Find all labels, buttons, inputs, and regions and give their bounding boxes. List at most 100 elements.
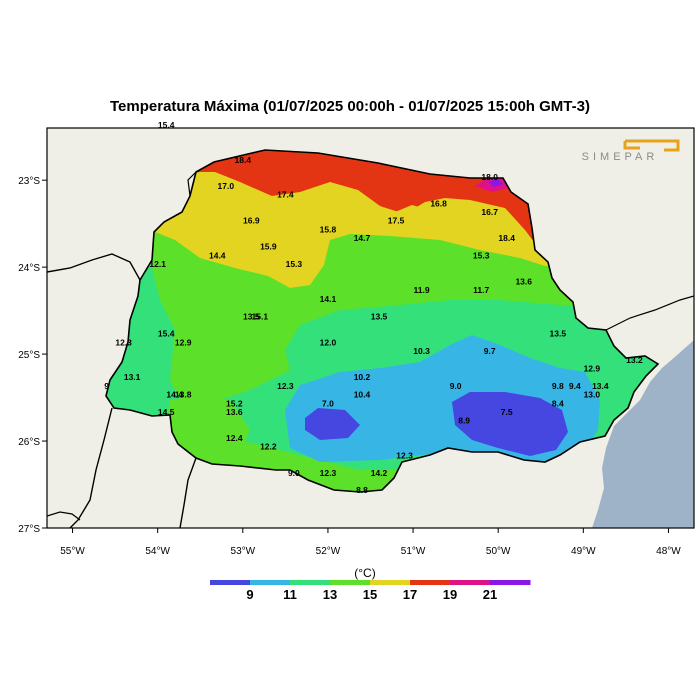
station-value: 10.2	[354, 372, 371, 382]
station-value: 18.0	[481, 172, 498, 182]
station-value: 15.4	[158, 120, 175, 130]
lat-tick-label: 25°S	[18, 350, 40, 361]
station-value: 14.4	[166, 390, 183, 400]
lat-tick-label: 24°S	[18, 263, 40, 274]
station-value: 8.4	[552, 398, 564, 408]
station-value: 18.4	[498, 233, 515, 243]
station-value: 12.2	[260, 442, 277, 452]
station-value: 15.2	[226, 398, 243, 408]
colorbar-tick-label: 9	[246, 587, 253, 602]
lon-tick-label: 49°W	[571, 546, 596, 557]
colorbar-segment	[210, 580, 251, 585]
station-value: 7.5	[501, 407, 513, 417]
station-value: 12.3	[277, 381, 294, 391]
station-value: 12.9	[584, 363, 601, 373]
map-title: Temperatura Máxima (01/07/2025 00:00h - …	[110, 98, 590, 115]
station-value: 17.5	[388, 216, 405, 226]
station-value: 15.4	[158, 329, 175, 339]
plot-frame	[46, 127, 695, 529]
station-value: 8.9	[458, 416, 470, 426]
station-value: 11.7	[473, 285, 489, 295]
station-value: 17.4	[277, 190, 294, 200]
colorbar-tick-label: 17	[403, 587, 417, 602]
station-value: 14.1	[320, 294, 337, 304]
station-value: 7.0	[322, 398, 334, 408]
station-value: 17.0	[218, 181, 235, 191]
border-line	[605, 295, 694, 331]
station-value: 14.4	[209, 250, 226, 260]
station-value: 12.4	[226, 433, 243, 443]
station-value: 18.4	[235, 155, 252, 165]
colorbar-segment	[250, 580, 291, 585]
station-value: 13.8	[175, 390, 192, 400]
station-value: 15.3	[286, 259, 303, 269]
station-value: 16.7	[481, 207, 498, 217]
station-value: 13.6	[515, 277, 532, 287]
lon-tick-label: 53°W	[231, 546, 256, 557]
station-value: 14.5	[158, 407, 175, 417]
station-value: 10.3	[413, 346, 430, 356]
colorbar-tick-label: 19	[443, 587, 457, 602]
station-value: 12.0	[320, 337, 337, 347]
station-value: 14.7	[354, 233, 371, 243]
station-value: 12.9	[175, 337, 192, 347]
lon-tick-label: 51°W	[401, 546, 426, 557]
station-value: 13.1	[124, 372, 141, 382]
station-value: 15.8	[320, 224, 337, 234]
lat-tick-label: 23°S	[18, 176, 40, 187]
station-value: 12.3	[320, 468, 337, 478]
simepar-logo: SIMEPAR	[582, 139, 680, 163]
border-line	[69, 407, 113, 528]
station-value: 13.2	[626, 355, 643, 365]
station-value: 16.8	[430, 198, 447, 208]
lat-axis: 23°S 24°S 25°S 26°S 27°S	[18, 176, 47, 535]
station-value: 13.6	[226, 407, 243, 417]
colorbar-unit: (°C)	[354, 566, 375, 580]
station-value: 9.0	[288, 468, 300, 478]
state-boundary	[105, 149, 660, 493]
station-value: 10.4	[354, 390, 371, 400]
station-value: 16.9	[243, 216, 260, 226]
lon-axis: 55°W 54°W 53°W 52°W 51°W 50°W 49°W 48°W	[60, 528, 681, 557]
station-value: 13.4	[592, 381, 609, 391]
colorbar-segment	[410, 580, 451, 585]
lon-tick-label: 52°W	[316, 546, 341, 557]
lat-tick-label: 27°S	[18, 524, 40, 535]
colorbar: 9 11 13 15 17 19 21	[210, 580, 531, 602]
station-value: 12.3	[115, 337, 132, 347]
station-value: 13.5	[243, 311, 260, 321]
border-line	[187, 171, 197, 197]
station-value: 9.0	[450, 381, 462, 391]
station-value: 8.8	[356, 485, 368, 495]
colorbar-segment	[490, 580, 531, 585]
station-labels: 15.4 18.4 17.0 17.4 16.9 15.8 14.7 17.5 16.8 18.0…	[104, 120, 643, 495]
station-value: 13.5	[371, 311, 388, 321]
colorbar-tick-label: 15	[363, 587, 377, 602]
station-value: 15.9	[260, 242, 277, 252]
border-line	[47, 253, 141, 281]
station-value: 13.0	[584, 390, 601, 400]
border-line	[179, 457, 197, 528]
lon-tick-label: 48°W	[656, 546, 681, 557]
station-value: 9.7	[484, 346, 496, 356]
station-value: 13.5	[550, 329, 567, 339]
station-value: 14.2	[371, 468, 388, 478]
station-value: 12.3	[396, 450, 413, 460]
logo-text: SIMEPAR	[582, 151, 659, 163]
lat-tick-label: 26°S	[18, 437, 40, 448]
station-value: 11.9	[414, 285, 430, 295]
lon-tick-label: 54°W	[145, 546, 170, 557]
colorbar-tick-label: 11	[283, 587, 297, 602]
lon-tick-label: 50°W	[486, 546, 511, 557]
station-value: 15.3	[473, 250, 490, 260]
ocean-area	[592, 340, 694, 528]
station-value: 12.1	[149, 259, 166, 269]
station-value: 15.1	[252, 311, 269, 321]
colorbar-tick-label: 13	[323, 587, 337, 602]
station-value: 9	[104, 381, 109, 391]
border-line	[47, 511, 81, 521]
lon-tick-label: 55°W	[60, 546, 85, 557]
station-value: 9.8	[552, 381, 564, 391]
colorbar-segment	[450, 580, 491, 585]
